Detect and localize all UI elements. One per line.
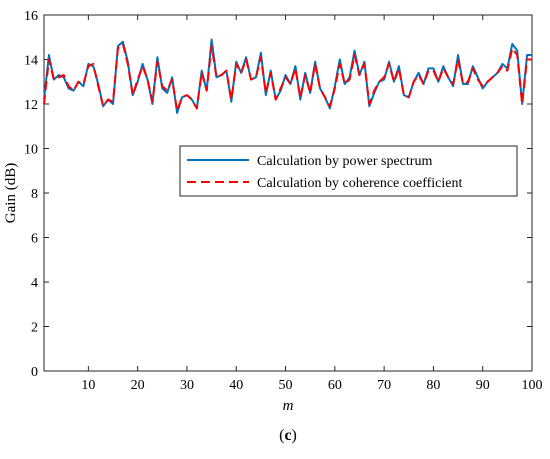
- y-tick-label: 14: [24, 54, 38, 69]
- x-tick-label: 80: [426, 378, 440, 393]
- x-tick-label: 40: [229, 378, 243, 393]
- x-tick-label: 10: [81, 378, 95, 393]
- legend-label-power-spectrum: Calculation by power spectrum: [257, 154, 432, 169]
- y-axis-label: Gain (dB): [3, 163, 19, 223]
- x-tick-label: 70: [377, 378, 391, 393]
- x-tick-label: 60: [328, 378, 342, 393]
- series-layer: [43, 38, 532, 114]
- axis-ticks: [44, 14, 533, 372]
- x-tick-label: 100: [522, 378, 543, 393]
- y-tick-label: 2: [31, 321, 38, 336]
- y-tick-label: 10: [24, 143, 38, 158]
- x-tick-label: 30: [180, 378, 194, 393]
- legend-label-coherence: Calculation by coherence coefficient: [257, 176, 462, 191]
- y-tick-label: 8: [31, 187, 38, 202]
- y-tick-label: 0: [31, 365, 38, 380]
- x-tick-label: 20: [131, 378, 145, 393]
- figure-caption: (c): [279, 427, 297, 444]
- x-tick-label: 50: [279, 378, 293, 393]
- series-line-coherence: [43, 42, 532, 112]
- y-tick-label: 12: [24, 98, 38, 113]
- y-tick-label: 4: [31, 276, 38, 291]
- x-axis-label: m: [283, 398, 294, 414]
- legend-box: [179, 145, 518, 197]
- axis-tick-labels: 10 20 30 40 50 60 70 80 90 100 0 2 4 6 8 10 12 14 16: [24, 9, 543, 393]
- x-tick-label: 90: [476, 378, 490, 393]
- legend: Calculation by power spectrum Calculatio…: [179, 145, 518, 197]
- y-tick-label: 6: [31, 232, 38, 247]
- y-tick-label: 16: [24, 9, 38, 24]
